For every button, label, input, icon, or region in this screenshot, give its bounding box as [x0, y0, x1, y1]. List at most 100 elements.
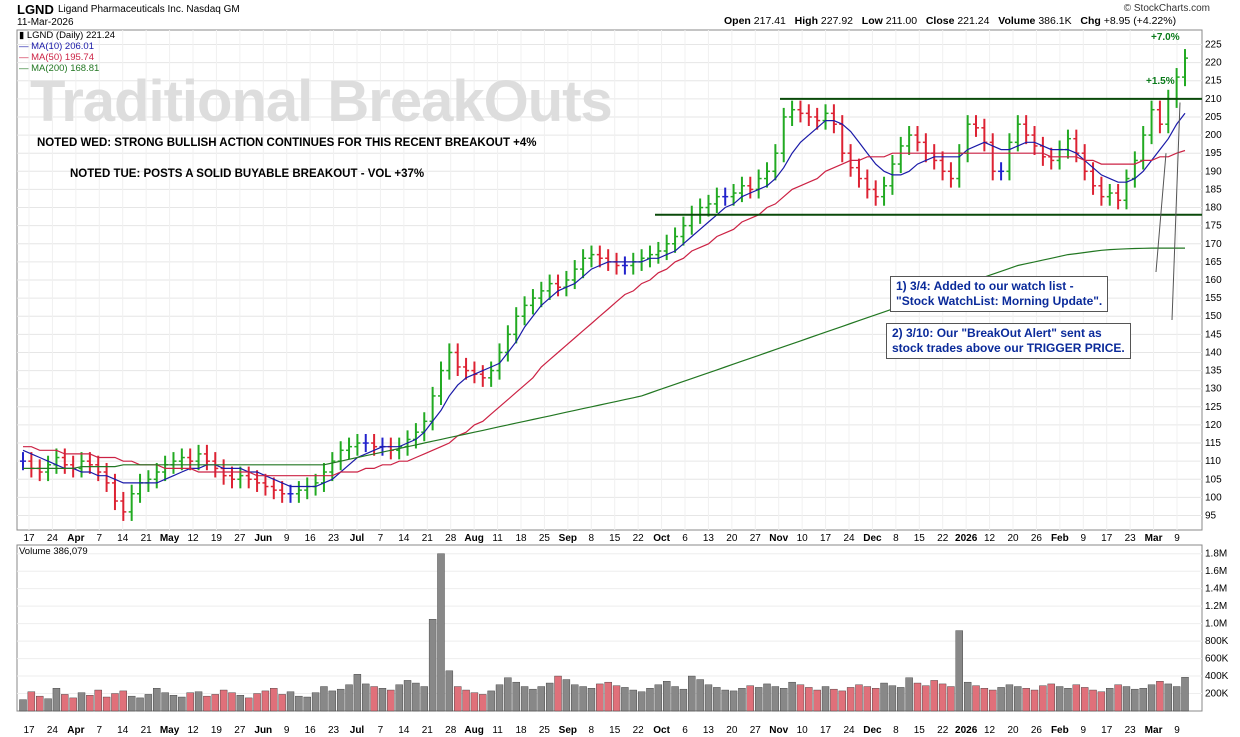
price-tick-label: 130	[1205, 384, 1222, 395]
volume-bar	[1172, 686, 1181, 712]
volume-bar	[278, 694, 286, 712]
volume-tick-label: 800K	[1205, 636, 1229, 647]
volume-bar	[704, 684, 713, 712]
price-tick-label: 145	[1205, 329, 1222, 340]
x-tick-label-volume: 17	[23, 725, 35, 736]
x-tick-label: 25	[539, 533, 551, 544]
volume-tick-label: 1.4M	[1205, 584, 1227, 595]
price-tick-label: 165	[1205, 257, 1222, 268]
volume-bar	[295, 695, 303, 712]
x-tick-label: 22	[937, 533, 949, 544]
volume-bar	[871, 688, 880, 712]
x-tick-label: 6	[682, 533, 688, 544]
x-tick-label: Apr	[67, 533, 84, 544]
volume-bar	[270, 688, 278, 712]
volume-bar	[972, 685, 980, 712]
volume-bar	[571, 684, 579, 712]
volume-bar	[403, 680, 412, 712]
x-tick-label: 7	[97, 533, 103, 544]
x-tick-label: 17	[820, 533, 832, 544]
x-tick-label-volume: 2026	[955, 725, 978, 736]
x-tick-label-volume: May	[160, 725, 180, 736]
price-tick-label: 220	[1205, 58, 1222, 69]
x-tick-label-volume: Jul	[350, 725, 365, 736]
volume-bar	[855, 684, 863, 712]
volume-bar	[378, 688, 387, 712]
price-tick-label: 105	[1205, 474, 1222, 485]
volume-bar	[646, 688, 654, 712]
volume-bar	[537, 686, 546, 712]
x-tick-label-volume: Apr	[67, 725, 84, 736]
volume-bar	[671, 686, 679, 712]
volume-value: 386.1K	[1038, 15, 1072, 27]
volume-bar	[211, 694, 219, 712]
pointer-line-2	[1171, 102, 1181, 321]
ticker-symbol: LGND	[17, 2, 54, 17]
x-tick-label: 24	[843, 533, 855, 544]
volume-bar	[236, 695, 245, 712]
volume-bar	[621, 687, 629, 712]
x-tick-label-volume: 15	[914, 725, 926, 736]
volume-bar	[1089, 689, 1097, 712]
volume-bar	[963, 681, 972, 712]
x-tick-label-volume: Nov	[769, 725, 788, 736]
price-tick-label: 170	[1205, 239, 1222, 250]
x-tick-label: Sep	[559, 533, 577, 544]
high-value: 227.92	[820, 15, 854, 27]
volume-tick-label: 600K	[1205, 654, 1229, 665]
volume-bar	[1080, 687, 1089, 712]
volume-bar	[846, 687, 855, 712]
x-tick-label: 26	[1031, 533, 1043, 544]
volume-bar	[913, 682, 922, 712]
volume-bar	[169, 695, 178, 712]
x-tick-label-volume: Oct	[653, 725, 670, 736]
price-tick-label: 150	[1205, 311, 1222, 322]
volume-bar	[880, 682, 888, 712]
volume-bar	[821, 686, 830, 712]
x-tick-label: 23	[328, 533, 340, 544]
volume-bar	[980, 688, 989, 712]
volume-bar	[838, 690, 846, 712]
volume-bar	[696, 679, 704, 712]
volume-bar	[370, 686, 378, 712]
source-credit[interactable]: © StockCharts.com	[1123, 3, 1210, 14]
volume-bar	[729, 690, 738, 712]
x-tick-label: May	[160, 533, 180, 544]
x-tick-label: 9	[1174, 533, 1180, 544]
x-tick-label-volume: 9	[1081, 725, 1087, 736]
volume-bar	[1014, 686, 1022, 712]
volume-bar	[61, 694, 69, 712]
volume-bar	[754, 687, 763, 712]
chg-label: Chg	[1080, 15, 1101, 27]
x-tick-label-volume: 6	[682, 725, 688, 736]
price-tick-label: 200	[1205, 130, 1222, 141]
low-value: 211.00	[885, 15, 918, 27]
x-tick-label: 15	[914, 533, 926, 544]
annotation-box-1: 1) 3/4: Added to our watch list - "Stock…	[890, 276, 1109, 312]
x-tick-label: Oct	[653, 533, 670, 544]
x-tick-label: 10	[797, 533, 809, 544]
volume-bar	[989, 689, 997, 712]
x-tick-label: 16	[305, 533, 317, 544]
x-tick-label-volume: 24	[47, 725, 59, 736]
x-tick-label: 21	[141, 533, 153, 544]
volume-bar	[445, 670, 454, 712]
volume-bar	[437, 553, 445, 712]
price-tick-label: 110	[1205, 456, 1221, 467]
price-tick-label: 120	[1205, 420, 1222, 431]
volume-bar	[420, 686, 428, 712]
volume-bar	[905, 677, 913, 712]
price-tick-label: 215	[1205, 76, 1222, 87]
x-tick-label-volume: 22	[937, 725, 949, 736]
volume-bar	[1055, 686, 1064, 712]
volume-bar	[562, 679, 571, 712]
x-tick-label: 7	[378, 533, 384, 544]
volume-bar	[303, 696, 311, 712]
note-wednesday: NOTED WED: STRONG BULLISH ACTION CONTINU…	[37, 137, 537, 149]
box1-line1: 1) 3/4: Added to our watch list -	[896, 279, 1074, 293]
close-label: Close	[925, 15, 955, 27]
volume-bar	[662, 681, 671, 712]
price-tick-label: 140	[1205, 347, 1222, 358]
pct-label-1: +7.0%	[1151, 32, 1180, 43]
volume-bar	[44, 698, 52, 712]
